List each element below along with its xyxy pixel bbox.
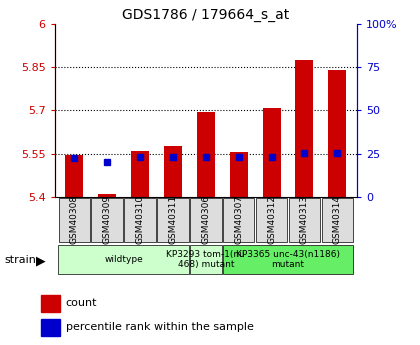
Title: GDS1786 / 179664_s_at: GDS1786 / 179664_s_at [122,8,289,22]
Bar [164,146,182,197]
Text: GSM40306: GSM40306 [201,195,210,245]
FancyBboxPatch shape [58,245,189,274]
Bar [41,319,60,336]
Text: wildtype: wildtype [104,255,143,264]
Text: GSM40312: GSM40312 [267,195,276,245]
Text: GSM40311: GSM40311 [168,195,177,245]
Bar [197,112,215,197]
FancyBboxPatch shape [289,198,320,242]
Text: KP3293 tom-1(nu
468) mutant: KP3293 tom-1(nu 468) mutant [166,250,245,269]
Text: strain: strain [4,256,36,265]
Bar [41,295,60,312]
FancyBboxPatch shape [223,245,353,274]
Bar [98,194,116,197]
Text: percentile rank within the sample: percentile rank within the sample [66,323,254,333]
FancyBboxPatch shape [92,198,123,242]
Bar [295,60,313,197]
FancyBboxPatch shape [256,198,287,242]
Bar [230,152,248,197]
FancyBboxPatch shape [58,198,90,242]
Bar [65,155,83,197]
Text: KP3365 unc-43(n1186)
mutant: KP3365 unc-43(n1186) mutant [236,250,340,269]
FancyBboxPatch shape [124,198,156,242]
FancyBboxPatch shape [321,198,353,242]
Text: GSM40314: GSM40314 [333,195,342,245]
Text: GSM40308: GSM40308 [70,195,79,245]
Text: GSM40313: GSM40313 [300,195,309,245]
FancyBboxPatch shape [157,198,189,242]
Text: ▶: ▶ [36,254,45,267]
FancyBboxPatch shape [190,245,222,274]
Text: count: count [66,298,97,308]
Text: GSM40309: GSM40309 [103,195,112,245]
Text: GSM40310: GSM40310 [136,195,144,245]
Bar [131,151,149,197]
FancyBboxPatch shape [223,198,255,242]
Bar [262,108,281,197]
FancyBboxPatch shape [190,198,222,242]
Bar [328,70,346,197]
Text: GSM40307: GSM40307 [234,195,243,245]
